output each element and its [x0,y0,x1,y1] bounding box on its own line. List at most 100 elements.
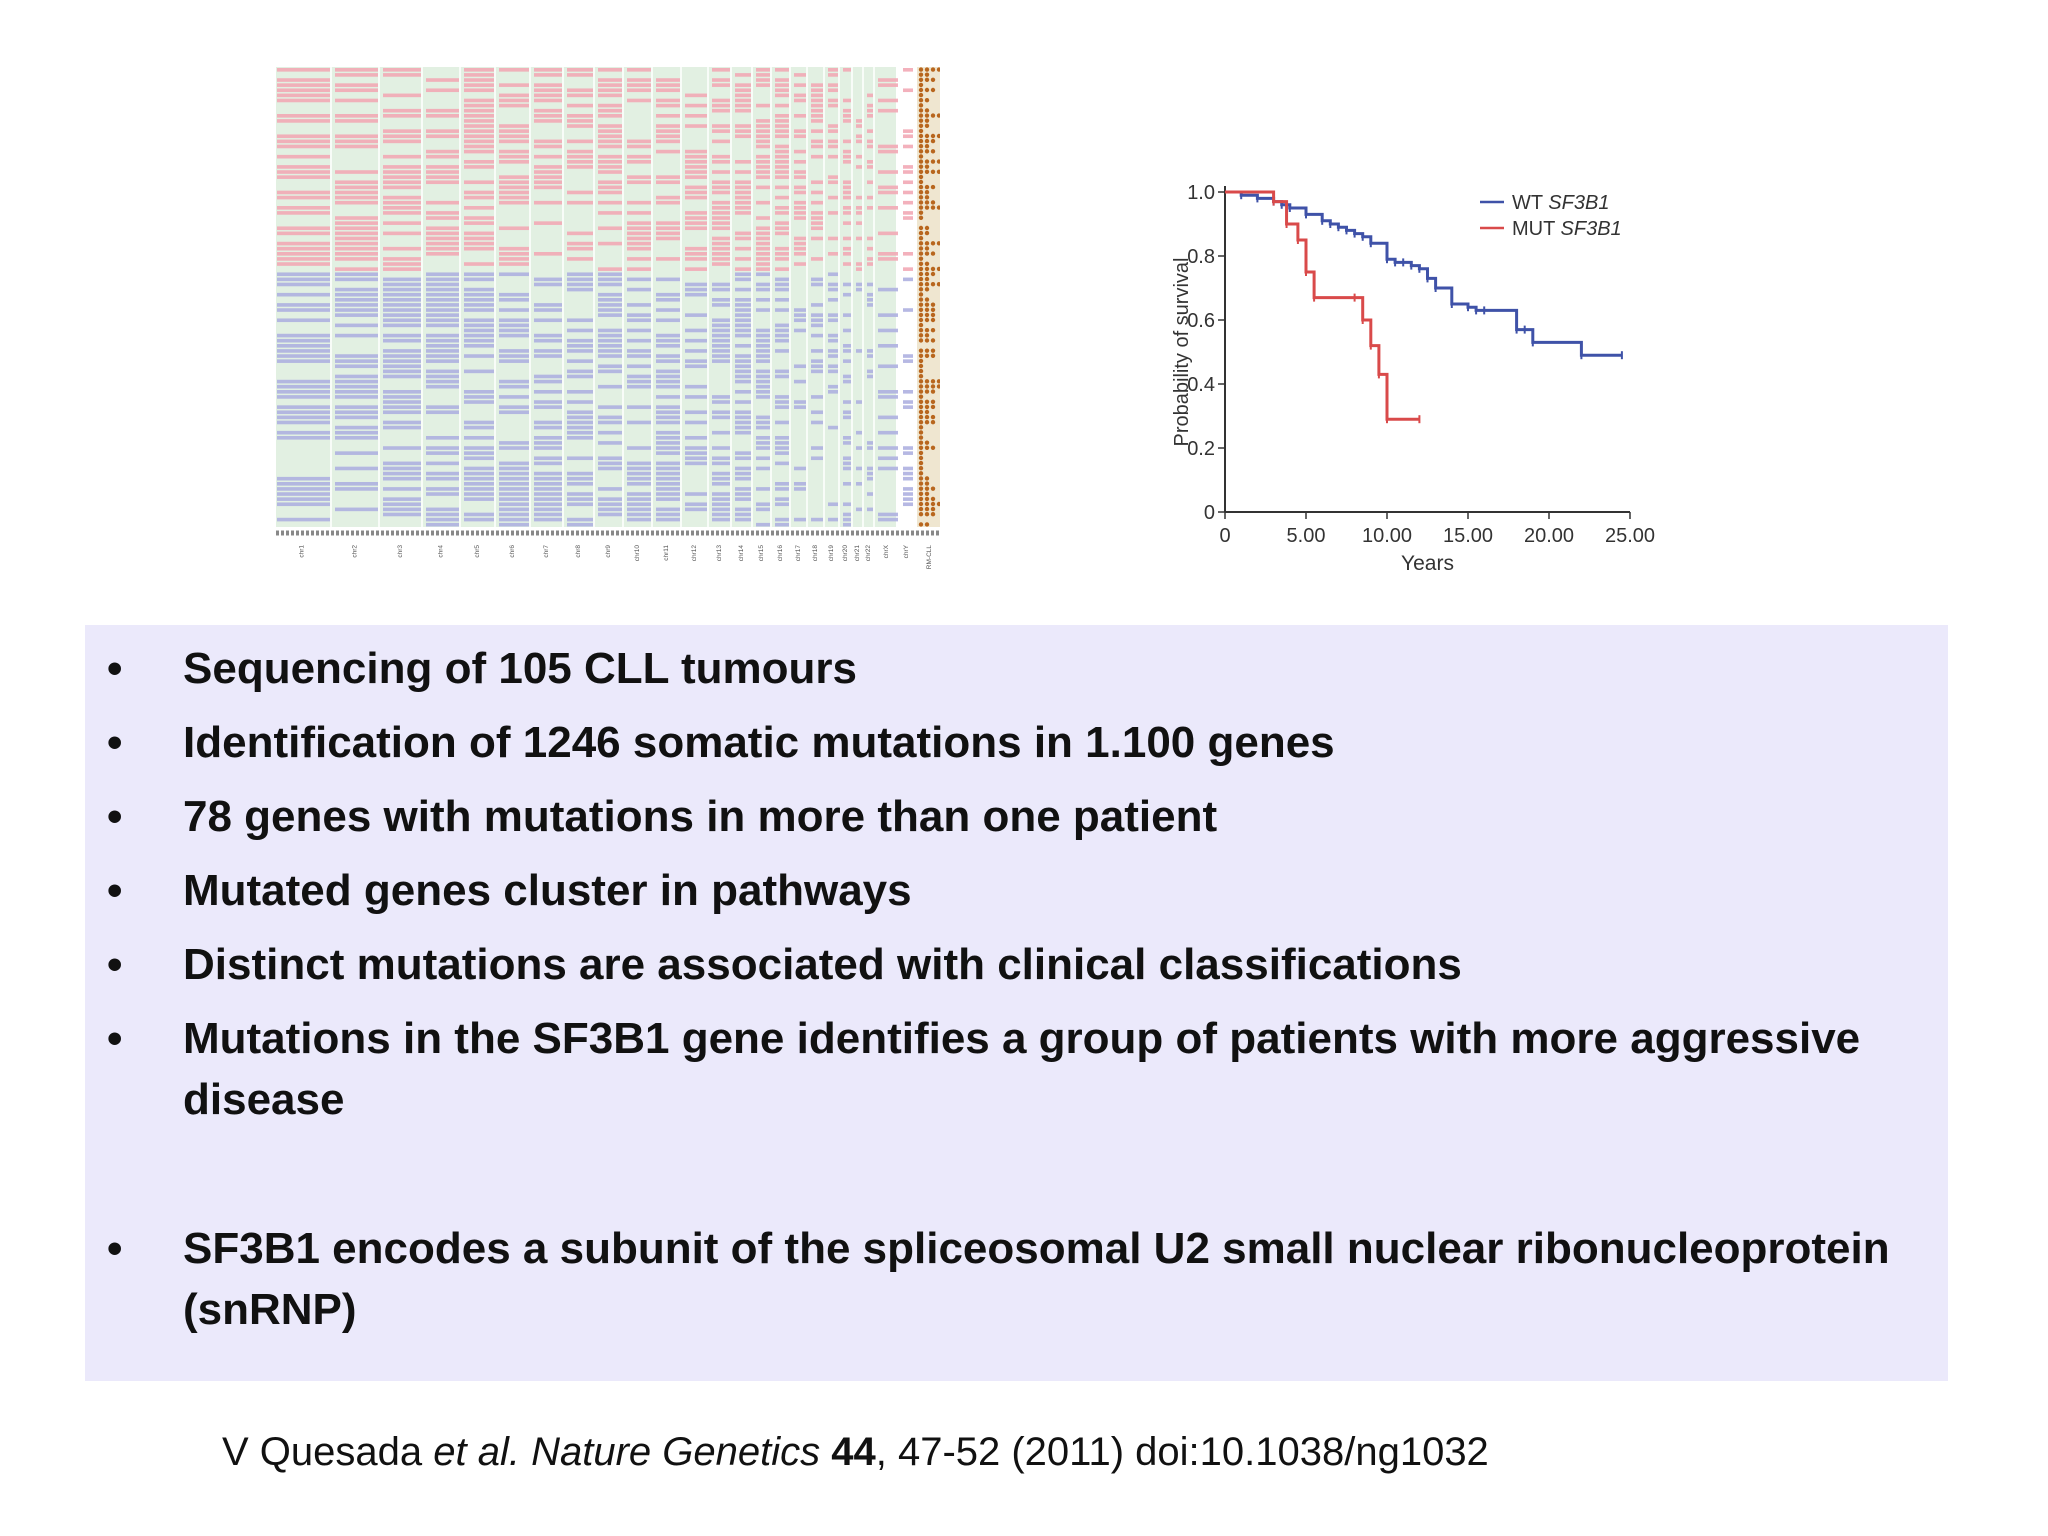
heatmap-cell [567,93,593,98]
heatmap-cell [756,349,770,353]
heatmap-cell [794,211,806,215]
heatmap-cell [828,195,838,200]
heatmap-cell [335,257,378,261]
mutation-dot [918,287,924,292]
heatmap-cell [534,139,562,144]
heatmap-column-label: chr19 [828,545,835,562]
heatmap-cell [712,517,730,522]
heatmap-cell [464,287,494,292]
heatmap-cell [685,395,707,399]
heatmap-cell [627,364,651,369]
heatmap-cell [426,410,459,415]
heatmap-cell [499,502,529,507]
heatmap-cell [685,190,707,195]
heatmap-cell [335,451,378,455]
heatmap-cell [685,502,707,507]
heatmap-cell [499,272,529,277]
heatmap-cell [735,160,751,164]
heatmap-cell [598,349,622,353]
heatmap-cell [383,369,421,374]
heatmap-cell [735,298,751,302]
heatmap-cell [712,185,730,190]
heatmap-cell [277,333,330,338]
heatmap-cell [756,78,770,82]
mutation-dot [918,128,924,134]
heatmap-cell [756,436,770,440]
heatmap-cell [499,476,529,481]
heatmap-cell [775,221,789,225]
heatmap-cell [383,487,421,491]
mutation-dot [936,159,940,164]
heatmap-cell [878,446,898,450]
heatmap-cell [567,430,593,435]
legend-label: WT SF3B1 [1512,192,1609,214]
heatmap-cell [712,482,730,486]
heatmap-cell [843,154,851,159]
heatmap-cell [534,487,562,491]
heatmap-cell [878,395,898,399]
bullet-text: SF3B1 encodes a subunit of the spliceoso… [183,1224,1890,1334]
heatmap-cell [775,487,789,491]
heatmap-cell [656,512,680,517]
heatmap-cell [856,466,862,471]
heatmap-cell [656,471,680,476]
heatmap-cell [735,236,751,241]
mutation-dot [918,506,924,512]
heatmap-cell [335,231,378,236]
heatmap-cell [878,287,898,292]
heatmap-cell [627,313,651,317]
mutation-dot [918,379,924,384]
heatmap-cell [627,180,651,185]
mutation-dot [936,67,940,72]
heatmap-cell [735,277,751,282]
heatmap-cell [878,83,898,87]
heatmap-cell [598,267,622,271]
heatmap-cell [627,287,651,292]
heatmap-cell [775,287,789,292]
heatmap-cell [499,190,529,195]
heatmap-cell [712,456,730,461]
heatmap-cell [383,108,421,113]
bullet-dot: • [107,792,123,841]
heatmap-cell [685,338,707,343]
heatmap-cell [828,333,838,338]
heatmap-cell [277,517,330,522]
heatmap-cell [756,456,770,461]
heatmap-cell [335,410,378,415]
heatmap-cell [756,73,770,77]
heatmap-cell [794,149,806,154]
heatmap-column-label: chr20 [842,545,849,562]
heatmap-cell [867,144,873,149]
heatmap-cell [383,364,421,369]
heatmap-cell [756,103,770,108]
heatmap-cell [567,338,593,343]
heatmap-cell [867,129,873,133]
heatmap-cell [856,482,862,486]
heatmap-cell [383,287,421,292]
heatmap-cell [903,451,913,455]
heatmap-cell [335,226,378,231]
mutation-dot [918,445,924,450]
heatmap-cell [335,313,378,317]
heatmap-cell [775,502,789,507]
mutation-dot [918,486,924,491]
mutation-dot [936,384,940,389]
mutation-dot [924,77,930,82]
heatmap-cell [383,502,421,507]
heatmap-cell [627,446,651,450]
heatmap-cell [627,175,651,179]
heatmap-cell [775,185,789,190]
heatmap-cell [712,211,730,215]
heatmap-cell [735,333,751,338]
heatmap-cell [277,144,330,149]
heatmap-cell [775,149,789,154]
heatmap-cell [735,369,751,374]
heatmap-cell [756,262,770,266]
heatmap-cell [775,231,789,236]
mutation-dot [924,72,930,77]
heatmap-cell [856,221,862,225]
heatmap-cell [627,267,651,271]
heatmap-cell [712,129,730,133]
heatmap-column-label: chrY [903,544,910,558]
mutation-dot [924,486,930,491]
